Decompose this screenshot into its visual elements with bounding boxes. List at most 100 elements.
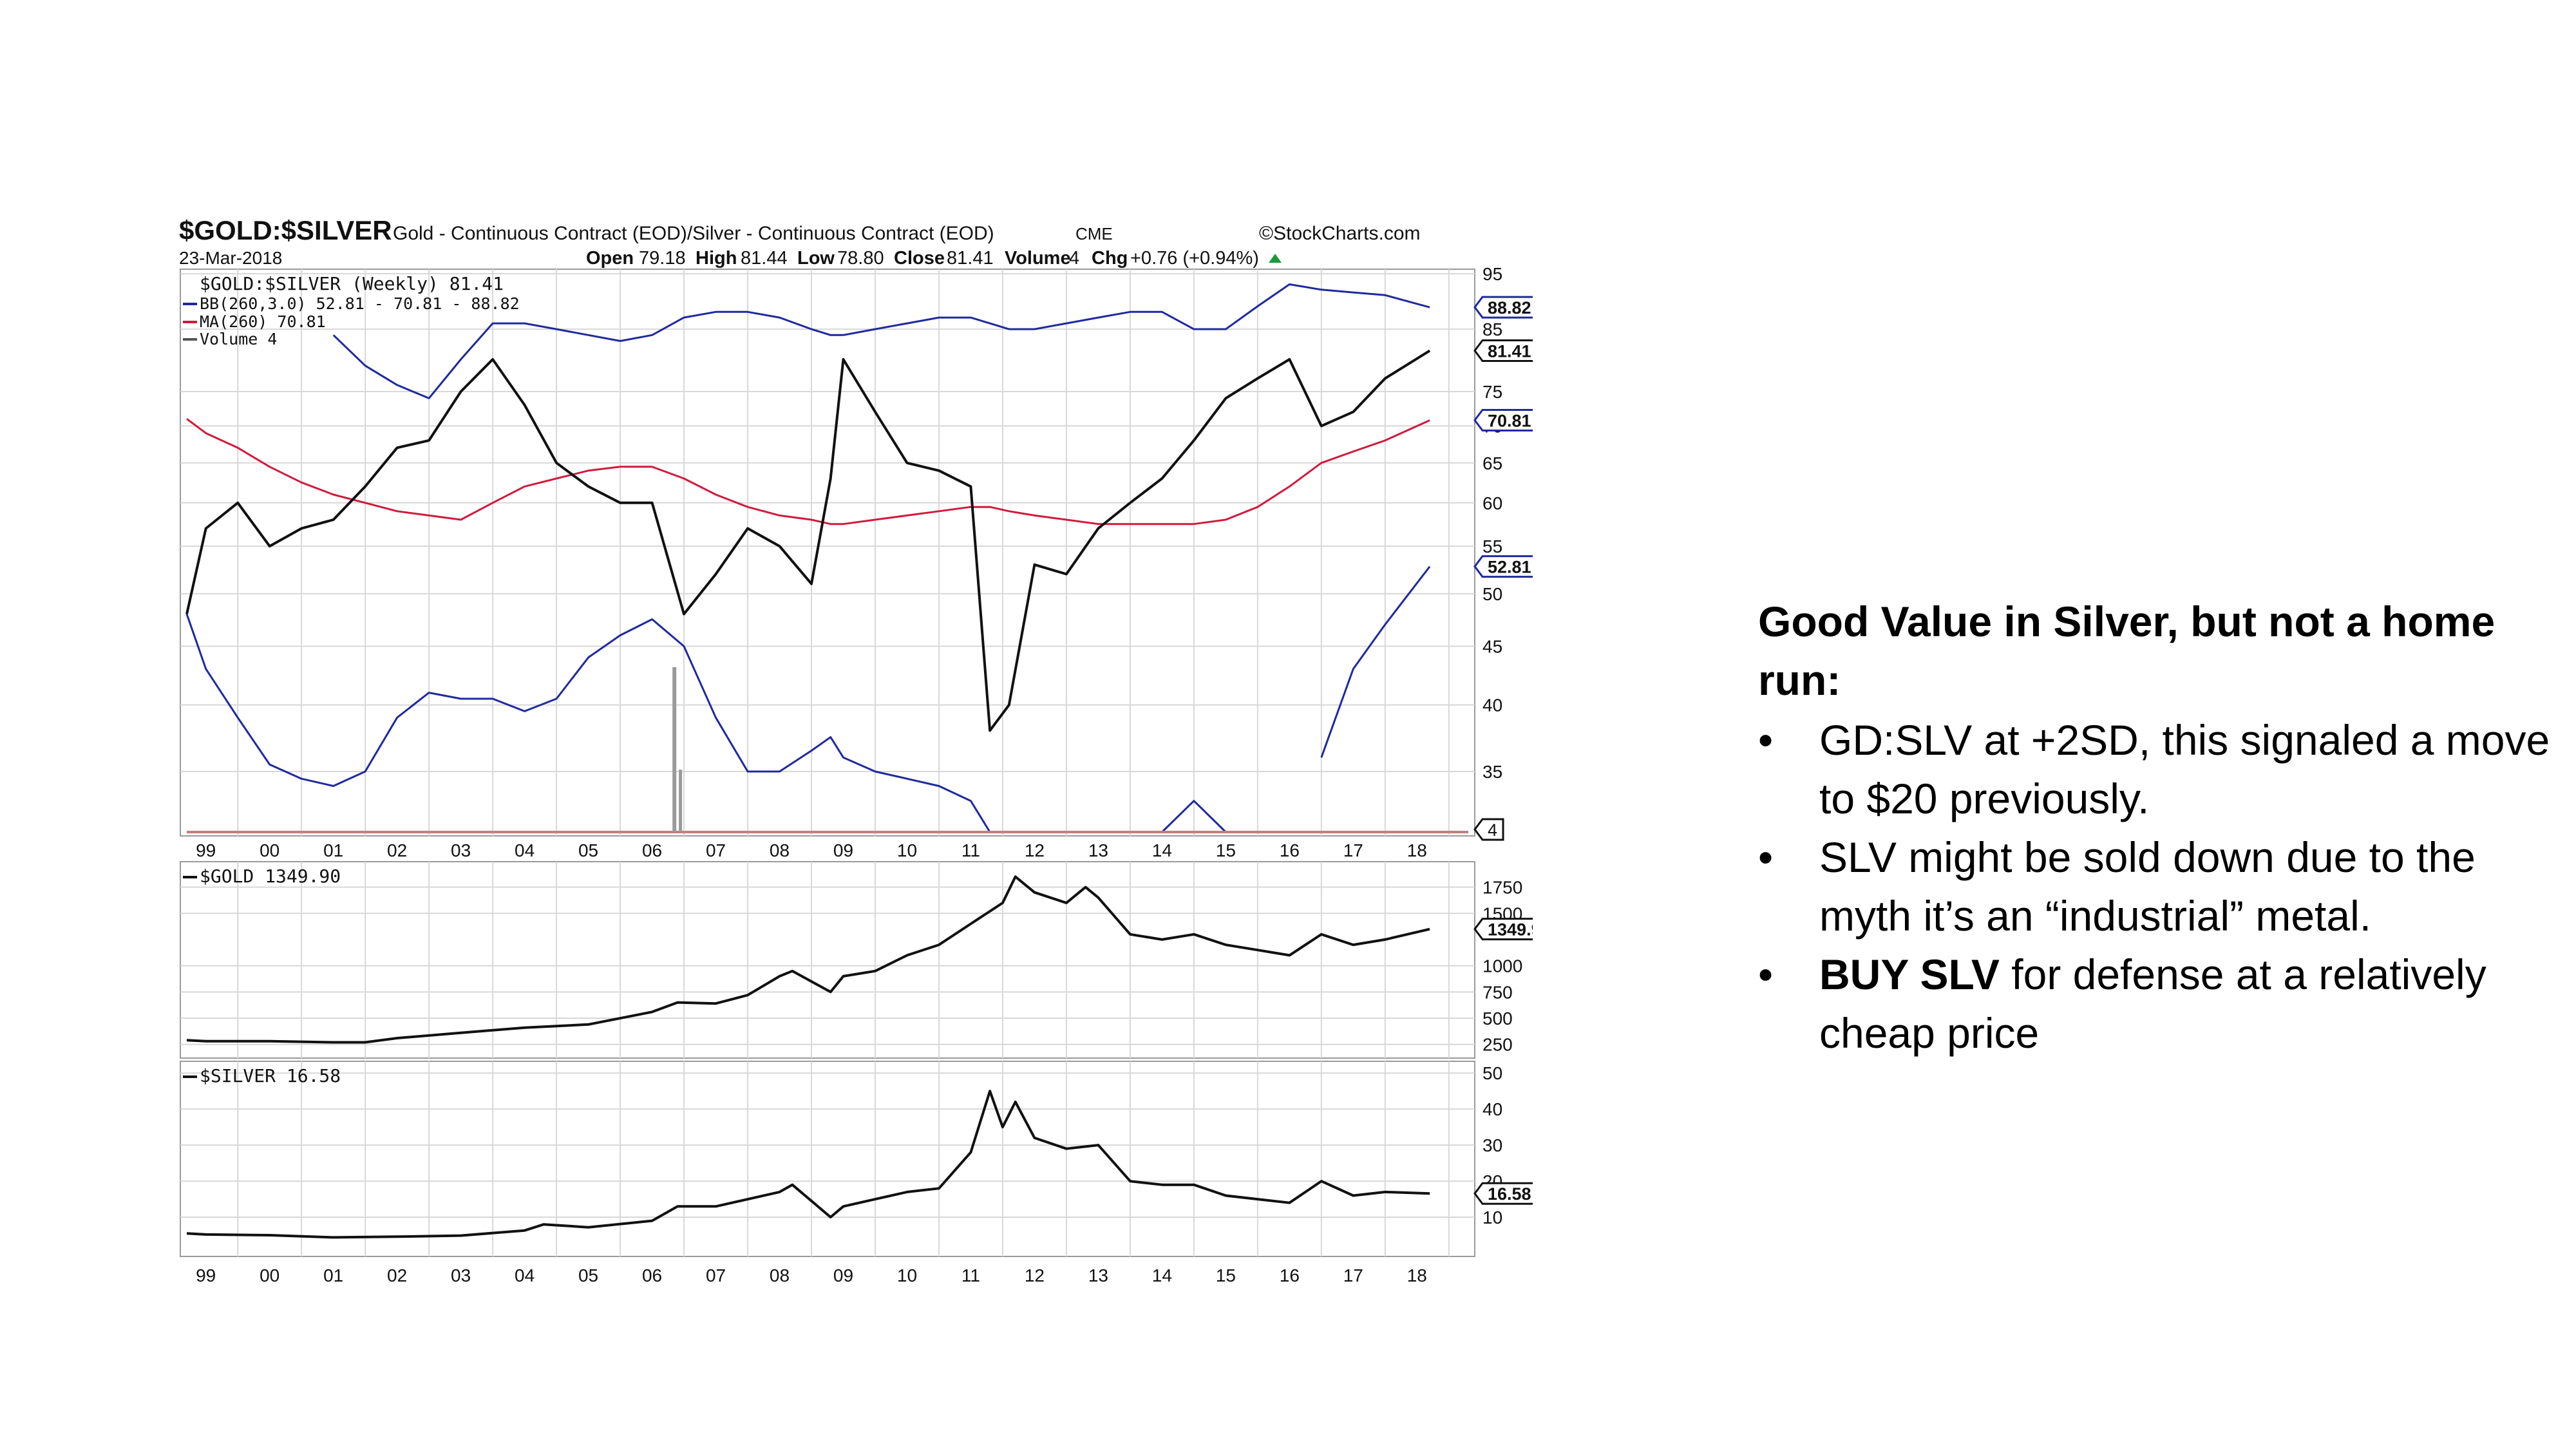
chg-value: +0.76 (+0.94%) xyxy=(1130,248,1259,269)
x-tick-label: 02 xyxy=(387,840,407,860)
series-line-bb-lower xyxy=(185,565,1431,833)
stockcharts-chart: $GOLD:$SILVER Gold - Continuous Contract… xyxy=(174,213,1533,1294)
y-tick-label: 500 xyxy=(1482,1009,1513,1028)
volume-bar xyxy=(679,770,683,832)
x-tick-label: 10 xyxy=(897,840,917,860)
chart-subtitle: Gold - Continuous Contract (EOD)/Silver … xyxy=(393,223,994,244)
price-tag-box xyxy=(1473,1182,1533,1205)
y-tick-label: 40 xyxy=(1482,1099,1502,1119)
high-value: 81.44 xyxy=(741,248,788,269)
x-tick-label: 03 xyxy=(451,840,471,860)
y-tick-label: 95 xyxy=(1482,264,1502,284)
bullet-glyph: • xyxy=(1758,716,1774,764)
y-tick-label: 250 xyxy=(1482,1035,1513,1055)
y-tick-label: 1750 xyxy=(1482,878,1522,898)
ohlc-readout: Open 79.18 High 81.44 Low 78.80 Close 81… xyxy=(586,248,1259,269)
y-tick-label: 65 xyxy=(1482,453,1502,473)
volume-label: Volume xyxy=(1005,248,1071,269)
series-line--gold-silver xyxy=(185,349,1431,732)
y-tick-label: 85 xyxy=(1482,319,1502,339)
y-tick-label: 50 xyxy=(1482,1063,1502,1083)
chart-exchange: CME xyxy=(1075,224,1113,243)
y-tick-label: 40 xyxy=(1482,696,1502,715)
bullet-item: • BUY SLV for defense at a relatively che… xyxy=(1758,945,2550,1063)
price-tag-box xyxy=(1473,818,1504,841)
volume-value: 4 xyxy=(1069,248,1079,269)
series-line-ma-260- xyxy=(186,418,1430,526)
commentary-panel: Good Value in Silver, but not a home run… xyxy=(1758,592,2550,1063)
gold-panel-frame xyxy=(180,861,1475,1059)
price-tag-label: 81.41 xyxy=(1488,342,1531,361)
low-value: 78.80 xyxy=(837,248,884,269)
x-tick-label: 01 xyxy=(323,1265,343,1285)
x-tick-label: 05 xyxy=(578,840,598,860)
commentary-heading: Good Value in Silver, but not a home run… xyxy=(1758,598,2496,704)
price-tag-label: 1349.90 xyxy=(1488,920,1533,940)
commentary-bullets: • GD:SLV at +2SD, this signaled a move to… xyxy=(1758,711,2550,1063)
x-tick-label: 99 xyxy=(196,1265,216,1285)
y-tick-label: 50 xyxy=(1482,584,1502,604)
x-tick-label: 03 xyxy=(451,1265,471,1285)
silver-panel-frame xyxy=(180,1061,1475,1257)
x-tick-label: 06 xyxy=(642,840,662,860)
y-tick-label: 750 xyxy=(1482,982,1513,1002)
y-tick-label: 1000 xyxy=(1482,956,1522,976)
y-tick-label: 60 xyxy=(1482,493,1502,513)
y-tick-label: 10 xyxy=(1482,1208,1502,1227)
x-tick-label: 08 xyxy=(770,1265,790,1285)
low-label: Low xyxy=(797,248,835,269)
gridlines xyxy=(180,269,1475,1256)
volume-spike-bar xyxy=(672,667,677,832)
bullet-text: SLV might be sold down due to the myth i… xyxy=(1819,833,2476,940)
x-tick-label: 01 xyxy=(323,840,343,860)
y-tick-label: 45 xyxy=(1482,636,1502,656)
price-tag-box xyxy=(1473,409,1533,432)
y-tick-label: 30 xyxy=(1482,1135,1502,1155)
x-tick-label: 13 xyxy=(1088,840,1108,860)
price-tag-label: 88.82 xyxy=(1488,298,1531,317)
bullet-glyph: • xyxy=(1758,951,1774,998)
close-value: 81.41 xyxy=(947,248,994,269)
price-tag-label: 4 xyxy=(1488,820,1497,840)
x-tick-label: 16 xyxy=(1280,840,1300,860)
close-label: Close xyxy=(894,248,945,269)
x-tick-label: 17 xyxy=(1343,840,1363,860)
series-line--gold xyxy=(186,875,1430,1044)
price-tag-box xyxy=(1473,296,1533,319)
legend-moving-average: MA(260) 70.81 xyxy=(200,312,326,331)
x-tick-label: 07 xyxy=(706,1265,726,1285)
x-tick-label: 09 xyxy=(833,1265,853,1285)
stockcharts-brand: ©StockCharts.com xyxy=(1259,223,1421,244)
legend-bollinger: BB(260,3.0) 52.81 - 70.81 - 88.82 xyxy=(200,294,520,313)
chart-title: $GOLD:$SILVER xyxy=(179,215,392,245)
x-tick-label: 04 xyxy=(515,840,535,860)
bullet-text: for defense at a relatively cheap price xyxy=(1819,951,2486,1057)
price-tag-box xyxy=(1473,339,1533,363)
chg-label: Chg xyxy=(1092,248,1128,269)
bullet-glyph: • xyxy=(1758,833,1774,881)
price-tag: 1349.90 xyxy=(1473,918,1533,941)
y-tick-label: 75 xyxy=(1482,382,1502,402)
bullet-bold: BUY SLV xyxy=(1819,951,2000,998)
x-tick-label: 04 xyxy=(515,1265,535,1285)
ratio-legend: $GOLD:$SILVER (Weekly) 81.41 BB(260,3.0)… xyxy=(200,273,520,348)
x-tick-label: 00 xyxy=(260,1265,279,1285)
x-tick-label: 10 xyxy=(897,1265,917,1285)
x-tick-label: 08 xyxy=(770,840,790,860)
price-tag: 4 xyxy=(1473,818,1504,841)
open-value: 79.18 xyxy=(639,248,686,269)
bullet-item: • SLV might be sold down due to the myth … xyxy=(1758,828,2550,945)
legend-ratio: $GOLD:$SILVER (Weekly) 81.41 xyxy=(200,273,504,294)
x-tick-label: 09 xyxy=(833,840,853,860)
series-line--silver xyxy=(186,1090,1430,1239)
legend-silver: $SILVER 16.58 xyxy=(200,1065,341,1086)
x-tick-label: 00 xyxy=(260,840,279,860)
x-tick-label: 02 xyxy=(387,1265,407,1285)
x-tick-label: 12 xyxy=(1025,1265,1045,1285)
price-tag-box xyxy=(1473,918,1533,941)
chart-date: 23-Mar-2018 xyxy=(179,248,282,268)
y-tick-label: 35 xyxy=(1482,762,1502,782)
bullet-item: • GD:SLV at +2SD, this signaled a move to… xyxy=(1758,711,2550,828)
price-tag-label: 70.81 xyxy=(1488,412,1531,431)
legend-gold: $GOLD 1349.90 xyxy=(200,866,341,887)
